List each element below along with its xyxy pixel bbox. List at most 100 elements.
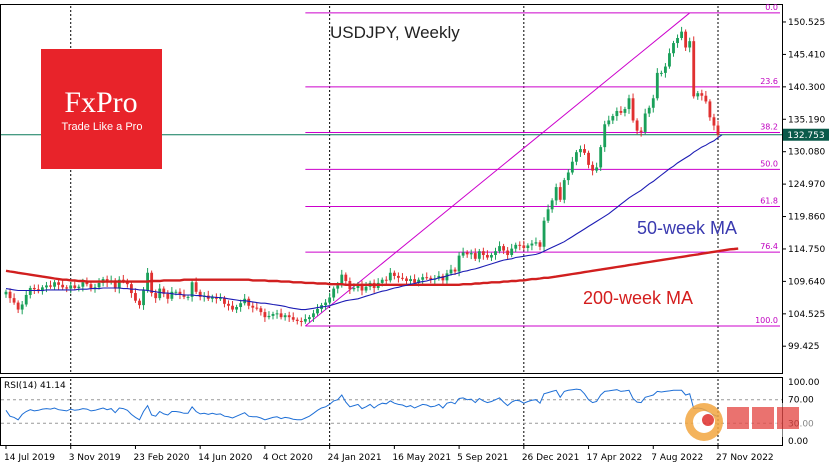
plot-frame: [0, 4, 783, 446]
x-tick-label-8: 26 Dec 2021: [522, 453, 580, 463]
candle-body-23: [97, 282, 101, 288]
candle-body-13: [57, 282, 61, 285]
candle-body-163: [663, 66, 667, 73]
candle-body-112: [457, 255, 461, 272]
candle-body-119: [485, 254, 489, 258]
candle-body-133: [542, 220, 546, 247]
candle-body-87: [356, 284, 360, 288]
candle-body-34: [142, 290, 145, 306]
rsi-level-label-1: 70.00: [788, 396, 814, 406]
candle-body-48: [198, 291, 202, 297]
candle-body-77: [316, 308, 319, 314]
candle-body-102: [417, 279, 421, 283]
candle-body-32: [134, 293, 137, 301]
candle-body-108: [441, 275, 445, 281]
candle-body-36: [150, 272, 154, 294]
candle-body-114: [465, 252, 469, 255]
candle-body-149: [607, 120, 611, 125]
candle-body-99: [405, 278, 408, 281]
candle-body-0: [4, 291, 8, 295]
candle-body-14: [61, 284, 65, 288]
candle-body-4: [20, 304, 24, 310]
candle-body-144: [587, 152, 590, 165]
candle-body-20: [85, 282, 89, 285]
candle-body-9: [40, 287, 44, 292]
fib-level-label-1: 23.6: [760, 77, 778, 86]
candle-body-151: [615, 110, 619, 117]
candle-body-54: [223, 298, 226, 304]
candle-body-168: [684, 31, 688, 48]
y-tick-label-5: 124.970: [788, 180, 825, 190]
candle-body-76: [312, 313, 315, 318]
candle-body-89: [364, 286, 368, 291]
candle-body-72: [295, 319, 299, 321]
candle-body-126: [514, 244, 518, 249]
candle-body-63: [259, 308, 263, 313]
x-tick-label-1: 3 Nov 2019: [69, 453, 121, 463]
candle-body-79: [324, 302, 328, 306]
candle-body-64: [263, 312, 267, 318]
candle-body-128: [522, 245, 526, 249]
candle-body-115: [469, 253, 473, 255]
ma200-line: [5, 247, 739, 286]
candle-body-82: [336, 285, 340, 289]
time-axis: 14 Jul 2019 3 Nov 2019 23 Feb 2020 14 Jun 2…: [4, 445, 774, 463]
x-tick-label-0: 14 Jul 2019: [4, 453, 55, 463]
y-tick-label-3: 135.190: [788, 115, 825, 125]
y-tick-label-6: 119.860: [788, 213, 825, 223]
candle-body-93: [380, 279, 384, 283]
y-tick-label-9: 104.525: [788, 310, 825, 320]
y-tick-label-7: 114.750: [788, 245, 825, 255]
candle-body-3: [16, 302, 20, 310]
candle-body-37: [154, 293, 158, 299]
rsi-level-label-3: 0.00: [788, 437, 808, 447]
fxpro-logo-name: FxPro: [64, 86, 137, 119]
candle-body-148: [603, 124, 607, 148]
candle-body-130: [530, 243, 534, 246]
fib-level-label-4: 61.8: [760, 196, 778, 205]
candle-body-27: [113, 280, 117, 289]
x-tick-label-2: 23 Feb 2020: [133, 453, 189, 463]
candle-body-11: [49, 285, 52, 287]
candle-body-152: [619, 110, 623, 113]
candle-body-16: [69, 285, 73, 289]
candle-body-155: [631, 98, 635, 121]
rsi-label: RSI(14) 41.14: [4, 381, 66, 391]
candle-body-83: [340, 274, 344, 286]
candle-body-143: [583, 149, 586, 153]
candle-body-18: [77, 286, 81, 288]
candle-body-156: [635, 120, 639, 131]
candle-body-129: [526, 245, 530, 249]
candle-body-121: [494, 251, 497, 255]
candle-body-132: [538, 242, 542, 247]
candle-body-38: [158, 288, 162, 299]
candle-body-6: [28, 287, 32, 295]
candle-body-98: [401, 277, 404, 279]
candle-body-100: [409, 279, 412, 281]
candle-body-74: [303, 319, 307, 322]
candle-body-12: [53, 282, 56, 287]
candle-body-69: [283, 315, 287, 318]
candle-body-56: [231, 305, 234, 310]
candle-body-67: [275, 313, 279, 315]
candle-body-171: [696, 93, 700, 97]
candle-body-94: [384, 279, 388, 281]
candle-body-124: [506, 250, 510, 255]
candle-body-161: [655, 72, 659, 99]
candle-body-136: [554, 187, 558, 201]
y-tick-label-1: 145.410: [788, 50, 825, 60]
fxpro-logo: FxPro Trade Like a Pro: [41, 49, 162, 169]
candle-body-157: [639, 130, 643, 132]
cngold-watermark-logo: [685, 403, 820, 441]
candle-body-28: [117, 279, 121, 289]
candle-body-158: [643, 113, 647, 132]
x-tick-label-11: 27 Nov 2022: [716, 453, 774, 463]
candle-body-47: [194, 282, 198, 292]
fib-level-label-2: 38.2: [760, 123, 778, 132]
candle-body-125: [510, 248, 514, 255]
candle-body-22: [93, 287, 97, 289]
candle-body-146: [595, 167, 599, 171]
candle-body-1: [8, 291, 12, 299]
candle-body-176: [716, 125, 720, 135]
